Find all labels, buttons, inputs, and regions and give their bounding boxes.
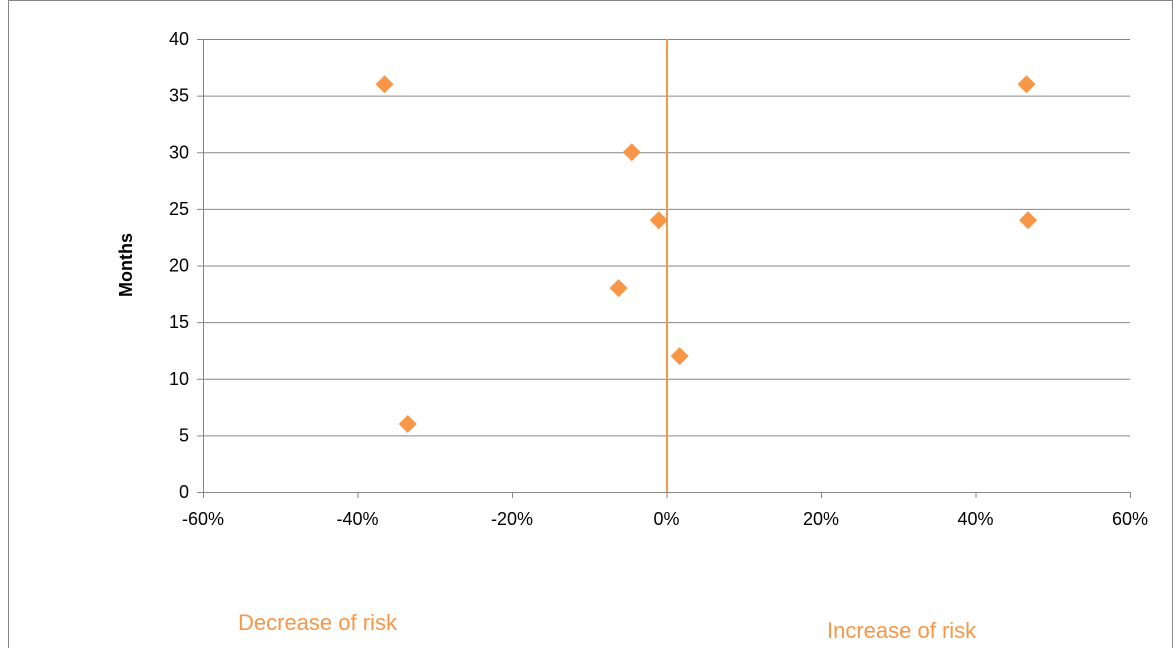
x-tick-label: 40% [957,509,993,529]
data-point-diamond [1017,75,1036,94]
y-tick-label: 15 [169,312,189,332]
data-point-diamond [609,279,628,298]
x-tick-label: -40% [336,509,378,529]
data-points [375,75,1038,434]
data-point-diamond [670,347,689,366]
data-point-diamond [1019,211,1038,230]
y-tick-label: 20 [169,256,189,276]
y-tick-label: 30 [169,142,189,162]
chart-border [8,0,1173,648]
y-tick-label: 40 [169,29,189,49]
x-tick-label: -60% [182,509,224,529]
y-tick-label: 5 [179,425,189,445]
y-tick-label: 10 [169,369,189,389]
y-tick-label: 35 [169,86,189,106]
y-tick-labels: 0 5 10 15 20 25 30 35 40 [169,29,189,502]
y-tick-label: 25 [169,199,189,219]
data-point-diamond [398,415,417,434]
annotation-increase-of-risk: Increase of risk [827,618,977,643]
y-axis-title: Months [116,233,136,297]
annotation-decrease-of-risk: Decrease of risk [238,610,398,635]
data-point-diamond [375,75,394,94]
x-tick-label: -20% [491,509,533,529]
y-tick-label: 0 [179,482,189,502]
data-point-diamond [649,211,668,230]
x-tick-label: 60% [1112,509,1148,529]
x-tick-label: 0% [653,509,679,529]
x-tick-labels: -60% -40% -20% 0% 20% 40% 60% [182,509,1148,529]
data-point-diamond [622,143,641,162]
x-tick-label: 20% [803,509,839,529]
axes [197,39,1131,498]
